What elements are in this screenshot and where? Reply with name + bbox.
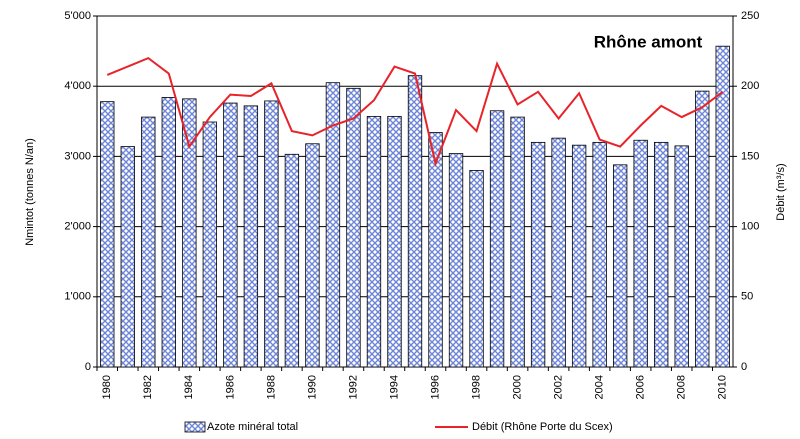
bar [284, 153, 300, 368]
bar [448, 153, 464, 368]
y2-tick-label: 200 [741, 80, 759, 92]
bar [551, 137, 566, 368]
y2-axis-label: Débit (m³/s) [775, 163, 787, 220]
bar [612, 164, 628, 368]
bar [161, 97, 176, 368]
y2-tick-label: 0 [741, 361, 747, 373]
bar [305, 143, 320, 368]
y2-tick-label: 50 [741, 291, 753, 303]
x-tick-label: 1980 [101, 375, 113, 399]
x-tick-label: 2004 [594, 375, 606, 399]
x-tick-label: 2010 [717, 375, 729, 399]
bar [633, 139, 648, 368]
bar [202, 121, 218, 368]
x-tick-label: 1996 [429, 375, 441, 399]
x-tick-label: 1994 [388, 375, 400, 399]
y-tick-label: 0 [85, 361, 91, 373]
bar [182, 98, 197, 368]
bar [407, 75, 423, 368]
bar [654, 141, 669, 368]
legend-label: Débit (Rhône Porte du Scex) [472, 421, 613, 433]
bar [387, 115, 402, 368]
bar [141, 116, 156, 368]
bar [469, 170, 484, 368]
bar [120, 146, 135, 368]
bar [489, 110, 505, 368]
bar [428, 132, 443, 368]
bar [223, 102, 238, 368]
x-tick-label: 1982 [142, 375, 154, 399]
x-tick-label: 1998 [470, 375, 482, 399]
y-tick-label: 3'000 [64, 150, 91, 162]
bar [715, 45, 730, 368]
bar [346, 87, 361, 368]
x-tick-label: 1986 [224, 375, 236, 399]
x-tick-label: 2008 [676, 375, 688, 399]
chart-title: Rhône amont [594, 32, 703, 51]
y-tick-label: 4'000 [64, 80, 91, 92]
y2-tick-label: 250 [741, 10, 759, 22]
x-tick-label: 1990 [306, 375, 318, 399]
x-tick-label: 1988 [265, 375, 277, 399]
x-tick-label: 1984 [183, 375, 195, 399]
legend-swatch [184, 421, 206, 433]
bar [571, 144, 587, 368]
bar [510, 116, 525, 368]
y2-tick-label: 100 [741, 221, 759, 233]
bar [366, 115, 382, 368]
bar [695, 90, 710, 368]
bar [325, 82, 341, 368]
y-tick-label: 2'000 [64, 221, 91, 233]
y2-tick-label: 150 [741, 150, 759, 162]
x-tick-label: 2006 [635, 375, 647, 399]
bar [674, 145, 689, 368]
line [106, 56, 724, 167]
x-tick-label: 2002 [553, 375, 565, 399]
x-tick-label: 2000 [511, 375, 523, 399]
bar [530, 141, 546, 368]
bar [243, 105, 259, 368]
bar [592, 141, 607, 368]
y-tick-label: 1'000 [64, 291, 91, 303]
bar [264, 100, 279, 368]
legend-label: Azote minéral total [207, 421, 298, 433]
y-tick-label: 5'000 [64, 10, 91, 22]
y-axis-label: Nmintot (tonnes N/an) [24, 138, 36, 246]
bar [100, 101, 115, 368]
x-tick-label: 1992 [347, 375, 359, 399]
